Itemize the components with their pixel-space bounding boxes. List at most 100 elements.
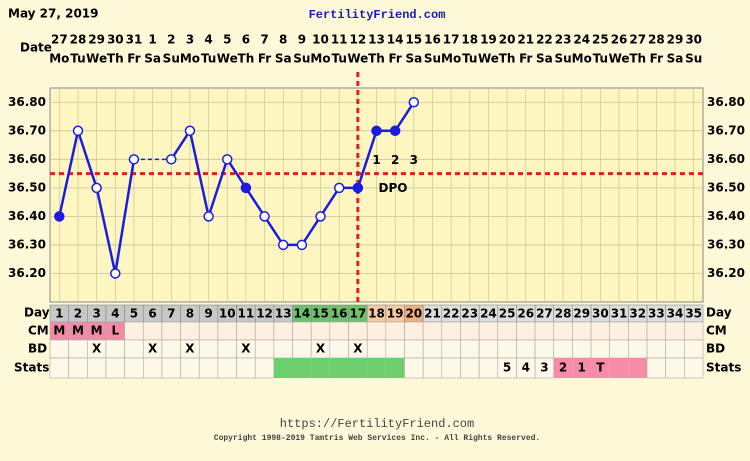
day-number: 31 [611, 307, 628, 321]
weekday: We [217, 52, 238, 66]
stats-cell [236, 357, 256, 379]
cm-cell [590, 321, 611, 341]
date-number: 17 [443, 33, 460, 47]
cm-cell [254, 321, 275, 341]
day-label-right: Day [706, 306, 732, 320]
chart-date: May 27, 2019 [8, 7, 99, 21]
y-tick-label: 36.30 [8, 237, 46, 251]
temp-point [166, 154, 177, 165]
date-number: 18 [461, 33, 478, 47]
date-number: 29 [667, 33, 684, 47]
cm-cell [366, 321, 387, 341]
dpo-label: DPO [379, 181, 408, 195]
cm-label: CM [28, 324, 49, 338]
cm-cell [516, 321, 536, 341]
date-number: 10 [312, 33, 329, 47]
date-number: 16 [424, 33, 441, 47]
temp-point [203, 211, 214, 222]
day-number: 32 [629, 307, 646, 321]
day-number: 11 [238, 307, 255, 321]
stats-value: 3 [540, 361, 548, 375]
date-number: 7 [260, 33, 268, 47]
stats-cell [441, 357, 461, 379]
weekday: Th [629, 52, 646, 66]
weekday: Mo [441, 52, 461, 66]
bd-cell [646, 339, 666, 359]
bd-cell [609, 339, 629, 359]
stats-cell [217, 357, 237, 379]
day-number: 9 [204, 307, 212, 321]
bd-value: X [92, 342, 102, 356]
date-number: 21 [517, 33, 534, 47]
temp-point [72, 125, 84, 137]
date-number: 30 [107, 33, 124, 47]
temp-point [315, 211, 326, 222]
y-tick-label-right: 36.20 [707, 266, 745, 280]
cm-cell [292, 321, 312, 341]
temp-point [333, 182, 345, 194]
day-number: 2 [74, 307, 82, 321]
day-number: 23 [461, 307, 478, 321]
weekday: Fr [127, 52, 140, 66]
date-number: 25 [592, 33, 609, 47]
weekday: Mo [310, 52, 330, 66]
stats-cell [684, 357, 704, 379]
weekday: Su [685, 52, 702, 66]
day-number: 1 [55, 307, 63, 321]
date-number: 11 [331, 33, 348, 47]
date-number: 14 [387, 33, 404, 47]
stats-value: T [596, 361, 605, 375]
date-number: 19 [480, 33, 497, 47]
stats-cell [254, 357, 275, 379]
date-number: 26 [611, 33, 628, 47]
cm-cell [609, 321, 629, 341]
day-number: 22 [443, 307, 460, 321]
y-tick-label: 36.70 [8, 123, 46, 137]
cm-cell [329, 321, 349, 341]
bd-cell [684, 339, 704, 359]
stats-cell [105, 357, 125, 379]
stats-cell [273, 358, 293, 378]
stats-value: 2 [559, 361, 567, 375]
stats-cell [348, 358, 368, 378]
temp-point [296, 239, 308, 251]
date-number: 6 [242, 33, 250, 47]
bd-cell [49, 339, 69, 359]
weekday: Fr [650, 52, 663, 66]
temp-point [277, 239, 289, 251]
temp-point [184, 125, 196, 137]
weekday: Th [368, 52, 385, 66]
date-label: Date [20, 41, 52, 55]
bd-cell [572, 339, 592, 359]
date-number: 2 [167, 33, 175, 47]
bd-label: BD [28, 342, 47, 356]
bd-cell [385, 339, 405, 359]
cm-cell [217, 321, 237, 341]
weekday: Sa [275, 52, 292, 66]
temp-point [371, 125, 382, 137]
day-number: 20 [405, 307, 422, 321]
bd-value: X [241, 342, 251, 356]
bd-value: X [185, 342, 195, 356]
date-number: 15 [405, 33, 422, 47]
weekday: Fr [388, 52, 401, 66]
day-number: 7 [167, 307, 175, 321]
bd-cell [404, 339, 424, 359]
day-number: 14 [294, 307, 311, 321]
day-number: 33 [648, 307, 665, 321]
cm-cell [441, 321, 461, 341]
weekday: Su [424, 52, 441, 66]
cm-cell [665, 321, 685, 341]
cm-cell [385, 321, 405, 341]
day-number: 18 [368, 307, 385, 321]
temp-point [128, 154, 140, 165]
stats-value: 1 [578, 361, 586, 375]
stats-cell [311, 358, 330, 378]
temp-point [110, 268, 121, 279]
cm-cell [404, 321, 424, 341]
weekday: Fr [258, 52, 271, 66]
stats-cell [572, 358, 592, 378]
chart-title: FertilityFriend.com [309, 8, 446, 22]
weekday: Th [107, 52, 124, 66]
